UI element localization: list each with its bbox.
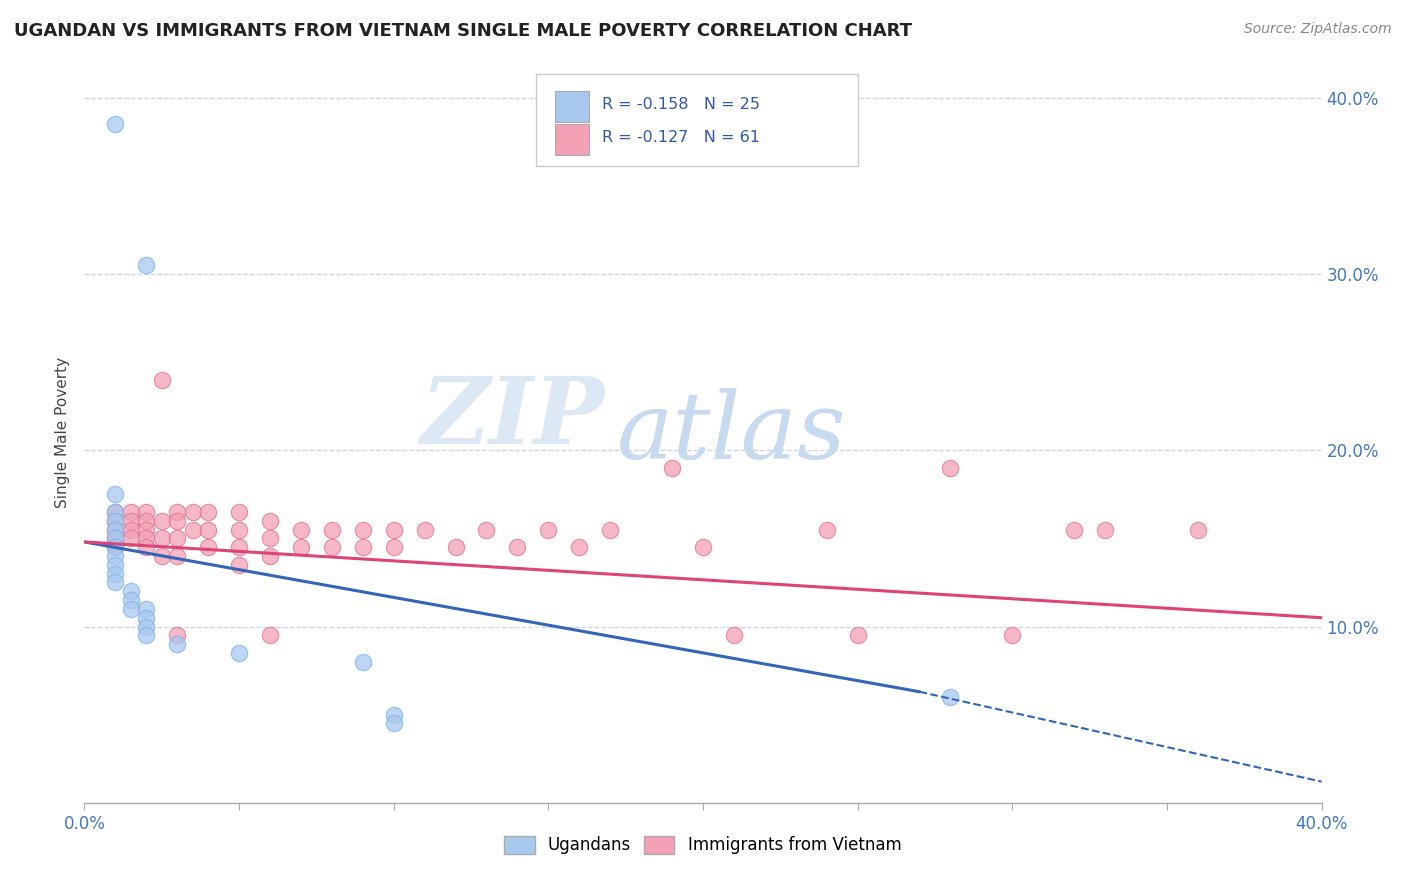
Point [104, 514, 127, 528]
Point [104, 575, 127, 590]
Point [413, 523, 436, 537]
Point [382, 540, 405, 554]
Text: R = -0.158   N = 25: R = -0.158 N = 25 [602, 97, 759, 112]
Point [166, 637, 188, 651]
Point [228, 505, 250, 519]
Point [228, 540, 250, 554]
Bar [554, 124, 589, 155]
Point [382, 707, 405, 722]
Text: Source: ZipAtlas.com: Source: ZipAtlas.com [1244, 22, 1392, 37]
Point [104, 514, 127, 528]
Point [166, 505, 188, 519]
Text: UGANDAN VS IMMIGRANTS FROM VIETNAM SINGLE MALE POVERTY CORRELATION CHART: UGANDAN VS IMMIGRANTS FROM VIETNAM SINGL… [14, 22, 912, 40]
Point [1001, 628, 1024, 642]
Point [259, 532, 281, 546]
Point [352, 540, 374, 554]
Point [228, 558, 250, 572]
Point [692, 540, 714, 554]
Point [135, 258, 157, 272]
Point [846, 628, 869, 642]
Point [135, 628, 157, 642]
Text: atlas: atlas [616, 388, 846, 477]
FancyBboxPatch shape [536, 73, 858, 166]
Point [104, 487, 127, 501]
Point [104, 523, 127, 537]
Point [120, 602, 142, 616]
Point [723, 628, 745, 642]
Y-axis label: Single Male Poverty: Single Male Poverty [55, 357, 70, 508]
Point [181, 523, 204, 537]
Point [197, 523, 219, 537]
Point [135, 532, 157, 546]
Point [290, 523, 312, 537]
Point [166, 532, 188, 546]
Point [939, 690, 962, 704]
Point [1094, 523, 1116, 537]
Point [135, 514, 157, 528]
Point [197, 505, 219, 519]
Point [382, 523, 405, 537]
Point [104, 558, 127, 572]
Legend: Ugandans, Immigrants from Vietnam: Ugandans, Immigrants from Vietnam [498, 829, 908, 861]
Point [120, 584, 142, 599]
Point [135, 602, 157, 616]
Point [150, 514, 173, 528]
Point [352, 655, 374, 669]
Point [104, 505, 127, 519]
Point [228, 646, 250, 660]
Point [382, 716, 405, 731]
Point [104, 549, 127, 563]
Point [939, 461, 962, 475]
Point [228, 523, 250, 537]
Point [1187, 523, 1209, 537]
Point [104, 532, 127, 546]
Point [120, 505, 142, 519]
Point [259, 514, 281, 528]
Point [135, 505, 157, 519]
Point [104, 566, 127, 581]
Point [135, 619, 157, 633]
Point [290, 540, 312, 554]
Point [815, 523, 838, 537]
Point [352, 523, 374, 537]
Point [166, 514, 188, 528]
Point [104, 117, 127, 131]
Point [135, 610, 157, 624]
Point [599, 523, 621, 537]
Point [661, 461, 683, 475]
Point [181, 505, 204, 519]
Point [506, 540, 529, 554]
Bar [554, 91, 589, 121]
Point [120, 593, 142, 607]
Point [1063, 523, 1085, 537]
Point [135, 523, 157, 537]
Point [166, 549, 188, 563]
Point [259, 549, 281, 563]
Point [166, 628, 188, 642]
Point [120, 514, 142, 528]
Point [104, 505, 127, 519]
Text: R = -0.127   N = 61: R = -0.127 N = 61 [602, 130, 759, 145]
Point [197, 540, 219, 554]
Point [537, 523, 560, 537]
Point [120, 532, 142, 546]
Point [104, 523, 127, 537]
Text: ZIP: ZIP [420, 373, 605, 463]
Point [568, 540, 591, 554]
Point [104, 540, 127, 554]
Point [259, 628, 281, 642]
Point [150, 532, 173, 546]
Point [475, 523, 498, 537]
Point [150, 549, 173, 563]
Point [120, 523, 142, 537]
Point [321, 540, 343, 554]
Point [104, 540, 127, 554]
Point [135, 540, 157, 554]
Point [321, 523, 343, 537]
Point [444, 540, 467, 554]
Point [150, 373, 173, 387]
Point [104, 532, 127, 546]
